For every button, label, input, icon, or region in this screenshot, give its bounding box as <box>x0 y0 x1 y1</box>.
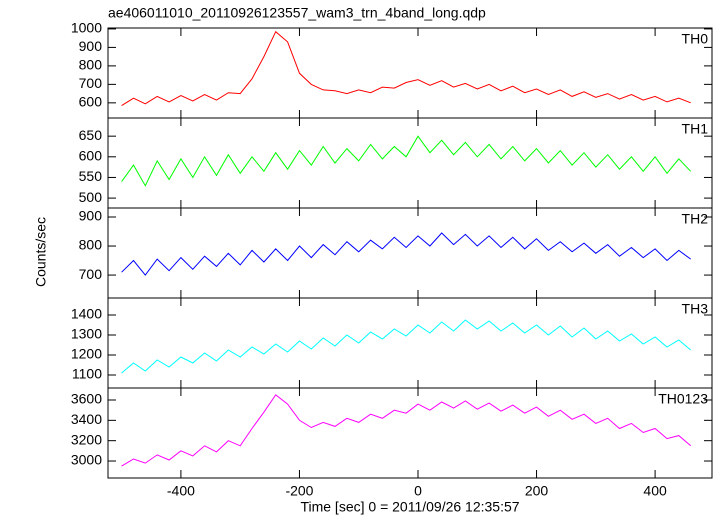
x-tick-label: 200 <box>525 483 549 499</box>
panel-frame <box>107 207 713 299</box>
y-tick-label: 500 <box>79 189 103 205</box>
x-tick-label: 0 <box>414 483 422 499</box>
y-tick-label: 550 <box>79 168 103 184</box>
data-line <box>121 232 691 276</box>
data-line <box>121 394 692 467</box>
y-tick-label: 800 <box>79 57 103 73</box>
y-tick-label: 1100 <box>72 366 102 382</box>
legend-label: TH3 <box>682 301 709 317</box>
y-tick-label: 3400 <box>71 411 102 427</box>
y-tick-label: 1000 <box>71 20 102 36</box>
legend-label: TH0 <box>682 31 709 47</box>
chart-title: ae406011010_20110926123557_wam3_trn_4ban… <box>108 5 486 21</box>
y-tick-label: 1200 <box>71 346 102 362</box>
x-tick-label: -400 <box>167 483 195 499</box>
y-tick-label: 600 <box>79 148 103 164</box>
x-axis-label: Time [sec] 0 = 2011/09/26 12:35:57 <box>300 499 519 515</box>
legend-label: TH2 <box>682 211 709 227</box>
panel-frame <box>107 387 713 479</box>
panel-frame <box>107 117 713 209</box>
y-tick-label: 700 <box>79 266 103 282</box>
legend-label: TH1 <box>682 121 709 137</box>
panel-frame <box>107 27 713 119</box>
y-tick-label: 1400 <box>71 306 102 322</box>
y-tick-label: 650 <box>79 127 103 143</box>
legend-label: TH0123 <box>658 391 708 407</box>
x-tick-label: -200 <box>285 483 313 499</box>
y-tick-label: 800 <box>79 237 103 253</box>
data-line <box>121 319 692 374</box>
panel-frame <box>107 297 713 389</box>
x-tick-label: 400 <box>643 483 667 499</box>
y-tick-label: 3600 <box>71 391 102 407</box>
y-tick-label: 900 <box>79 208 103 224</box>
y-tick-label: 3000 <box>71 452 102 468</box>
data-line <box>121 30 691 107</box>
data-line <box>121 135 692 187</box>
y-tick-label: 1300 <box>71 326 102 342</box>
y-tick-label: 3200 <box>71 431 102 447</box>
y-tick-label: 700 <box>79 75 103 91</box>
y-tick-label: 600 <box>79 94 103 110</box>
y-axis-label: Counts/sec <box>33 217 49 287</box>
y-tick-label: 900 <box>79 38 103 54</box>
